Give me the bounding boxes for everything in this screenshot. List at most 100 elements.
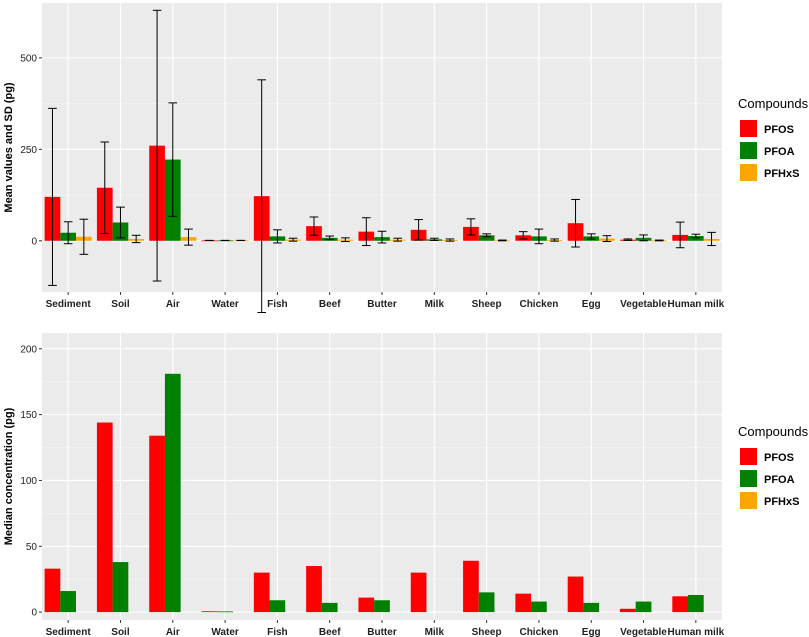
legend-label-pfhxs: PFHxS <box>764 168 799 180</box>
legend-swatch-pfhxs <box>740 164 757 181</box>
error-bar-pfhxs-beef <box>341 237 350 243</box>
bar-pfos-air <box>149 435 165 613</box>
bar-pfos-vegetable <box>620 608 636 613</box>
x-tick-label-beef: Beef <box>319 627 341 637</box>
bar-pfos-water <box>201 611 218 613</box>
error-bar-pfos-egg <box>571 198 580 248</box>
legend: Compounds PFOS PFOA PFHxS <box>738 96 809 181</box>
legend-swatch-pfoa <box>740 142 757 159</box>
error-bar-pfoa-chicken <box>534 228 544 245</box>
error-bar-pfoa-beef <box>325 235 335 241</box>
error-bar-pfhxs-air <box>184 228 193 246</box>
legend-swatch-pfos <box>740 448 757 465</box>
bar-pfoa-chicken <box>531 601 547 613</box>
bar-pfoa-sediment <box>60 591 76 613</box>
error-bar-pfos-chicken <box>518 231 528 240</box>
legend-label-pfoa: PFOA <box>764 474 795 486</box>
error-bar-pfos-beef <box>309 216 319 236</box>
legend-label-pfhxs: PFHxS <box>764 496 799 508</box>
x-tick-label-air: Air <box>166 299 180 310</box>
bar-pfos-sheep <box>463 560 479 613</box>
error-bar-pfoa-butter <box>377 230 387 244</box>
y-tick-label: 250 <box>20 145 37 156</box>
error-bar-pfoa-fish <box>273 229 282 244</box>
legend-title: Compounds <box>738 424 809 439</box>
x-tick-label-sediment: Sediment <box>46 299 92 310</box>
x-tick-label-human-milk: Human milk <box>668 627 725 637</box>
y-tick-label: 100 <box>20 476 37 487</box>
x-tick-label-milk: Milk <box>425 299 445 310</box>
error-bar-pfos-sediment <box>48 107 57 286</box>
error-bar-pfhxs-egg <box>602 235 612 243</box>
x-tick-label-milk: Milk <box>425 627 445 637</box>
bar-pfoa-sheep <box>478 592 495 613</box>
bar-pfoa-air <box>164 373 181 613</box>
bar-pfoa-butter <box>374 600 390 613</box>
error-bar-pfos-milk <box>414 219 423 241</box>
x-tick-label-vegetable: Vegetable <box>620 299 667 310</box>
error-bar-pfhxs-sediment <box>79 218 89 255</box>
legend-swatch-pfhxs <box>740 492 757 509</box>
bar-pfos-beef <box>306 566 322 613</box>
x-tick-label-butter: Butter <box>367 627 397 637</box>
bar-pfos-sediment <box>44 568 61 613</box>
error-bar-pfoa-human-milk <box>691 233 701 239</box>
x-tick-label-soil: Soil <box>111 299 130 310</box>
bar-pfoa-human-milk <box>688 236 704 241</box>
bar-pfoa-egg <box>583 602 600 613</box>
y-tick-label: 0 <box>31 608 37 619</box>
y-axis-title: Mean values and SD (pg) <box>3 82 15 213</box>
y-tick-label: 50 <box>26 542 38 553</box>
bar-pfos-fish <box>253 572 270 613</box>
x-tick-label-egg: Egg <box>582 299 601 310</box>
error-bar-pfhxs-fish <box>288 237 298 242</box>
x-tick-label-sediment: Sediment <box>46 627 92 637</box>
error-bar-pfos-vegetable <box>623 238 633 241</box>
error-bar-pfos-fish <box>257 79 267 313</box>
x-tick-label-sheep: Sheep <box>472 299 502 310</box>
error-bar-pfoa-milk <box>429 237 439 241</box>
x-tick-label-sheep: Sheep <box>472 627 502 637</box>
x-tick-label-chicken: Chicken <box>519 299 558 310</box>
x-tick-label-air: Air <box>166 627 180 637</box>
legend-label-pfos: PFOS <box>764 452 794 464</box>
error-bar-pfoa-vegetable <box>639 234 648 242</box>
error-bar-pfhxs-sheep <box>497 239 507 242</box>
x-tick-label-butter: Butter <box>367 299 397 310</box>
x-tick-label-chicken: Chicken <box>519 627 558 637</box>
chart-panel-2: 0 50 100 150 200 Sediment Soil Air Water Fish Beef… <box>3 333 809 637</box>
legend: Compounds PFOS PFOA PFHxS <box>738 424 809 509</box>
error-bar-pfos-air <box>152 9 162 282</box>
x-tick-label-vegetable: Vegetable <box>620 627 667 637</box>
x-tick-label-human-milk: Human milk <box>668 299 725 310</box>
y-tick-label: 500 <box>20 53 37 64</box>
error-bar-pfhxs-human-milk <box>707 231 716 247</box>
error-bar-pfoa-sediment <box>63 221 73 245</box>
error-bar-pfos-soil <box>100 141 110 234</box>
error-bar-pfhxs-milk <box>445 238 455 242</box>
x-tick-label-beef: Beef <box>319 299 341 310</box>
bar-pfoa-fish <box>269 600 286 613</box>
x-tick-label-soil: Soil <box>111 627 130 637</box>
bar-pfoa-vegetable <box>635 601 652 613</box>
error-bar-pfoa-air <box>168 102 178 217</box>
bar-pfoa-human-milk <box>688 594 704 613</box>
legend-label-pfos: PFOS <box>764 124 794 136</box>
error-bar-pfhxs-chicken <box>550 238 559 242</box>
error-bar-pfoa-soil <box>116 206 125 239</box>
x-tick-label-fish: Fish <box>267 627 288 637</box>
y-axis-title: Median concentration (pg) <box>3 407 15 545</box>
bar-pfos-soil <box>96 422 113 613</box>
legend-swatch-pfos <box>740 120 757 137</box>
bar-pfoa-water <box>217 611 233 613</box>
x-tick-label-water: Water <box>211 627 239 637</box>
bar-pfos-egg <box>567 576 584 613</box>
bar-pfos-milk <box>410 572 427 613</box>
error-bar-pfoa-egg <box>586 233 596 240</box>
legend-swatch-pfoa <box>740 470 757 487</box>
error-bar-pfoa-sheep <box>482 233 491 238</box>
y-tick-label: 0 <box>31 236 37 247</box>
error-bar-pfhxs-vegetable <box>654 239 664 242</box>
error-bar-pfhxs-butter <box>393 237 403 242</box>
